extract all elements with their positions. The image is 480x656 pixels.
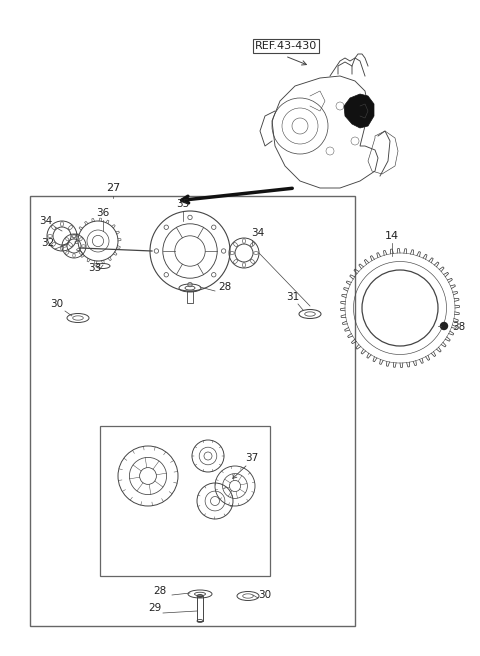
Text: 30: 30: [258, 590, 272, 600]
Text: 27: 27: [106, 183, 120, 193]
Text: 33: 33: [88, 263, 102, 273]
Circle shape: [441, 323, 447, 329]
Text: 14: 14: [385, 231, 399, 241]
Text: 35: 35: [176, 199, 190, 209]
Text: 38: 38: [452, 322, 465, 332]
Text: 36: 36: [96, 208, 109, 218]
Text: 34: 34: [39, 216, 53, 226]
Bar: [100, 426, 270, 576]
Text: 32: 32: [41, 238, 55, 248]
Text: 29: 29: [148, 603, 162, 613]
Text: 31: 31: [287, 292, 300, 302]
Bar: [197, 596, 203, 621]
Text: REF.43-430: REF.43-430: [255, 41, 317, 51]
Polygon shape: [344, 94, 374, 128]
Text: 30: 30: [50, 299, 63, 309]
Text: 28: 28: [154, 586, 167, 596]
Bar: [30, 196, 355, 626]
Text: 34: 34: [252, 228, 264, 238]
Text: 37: 37: [245, 453, 259, 463]
Text: 28: 28: [218, 282, 232, 292]
